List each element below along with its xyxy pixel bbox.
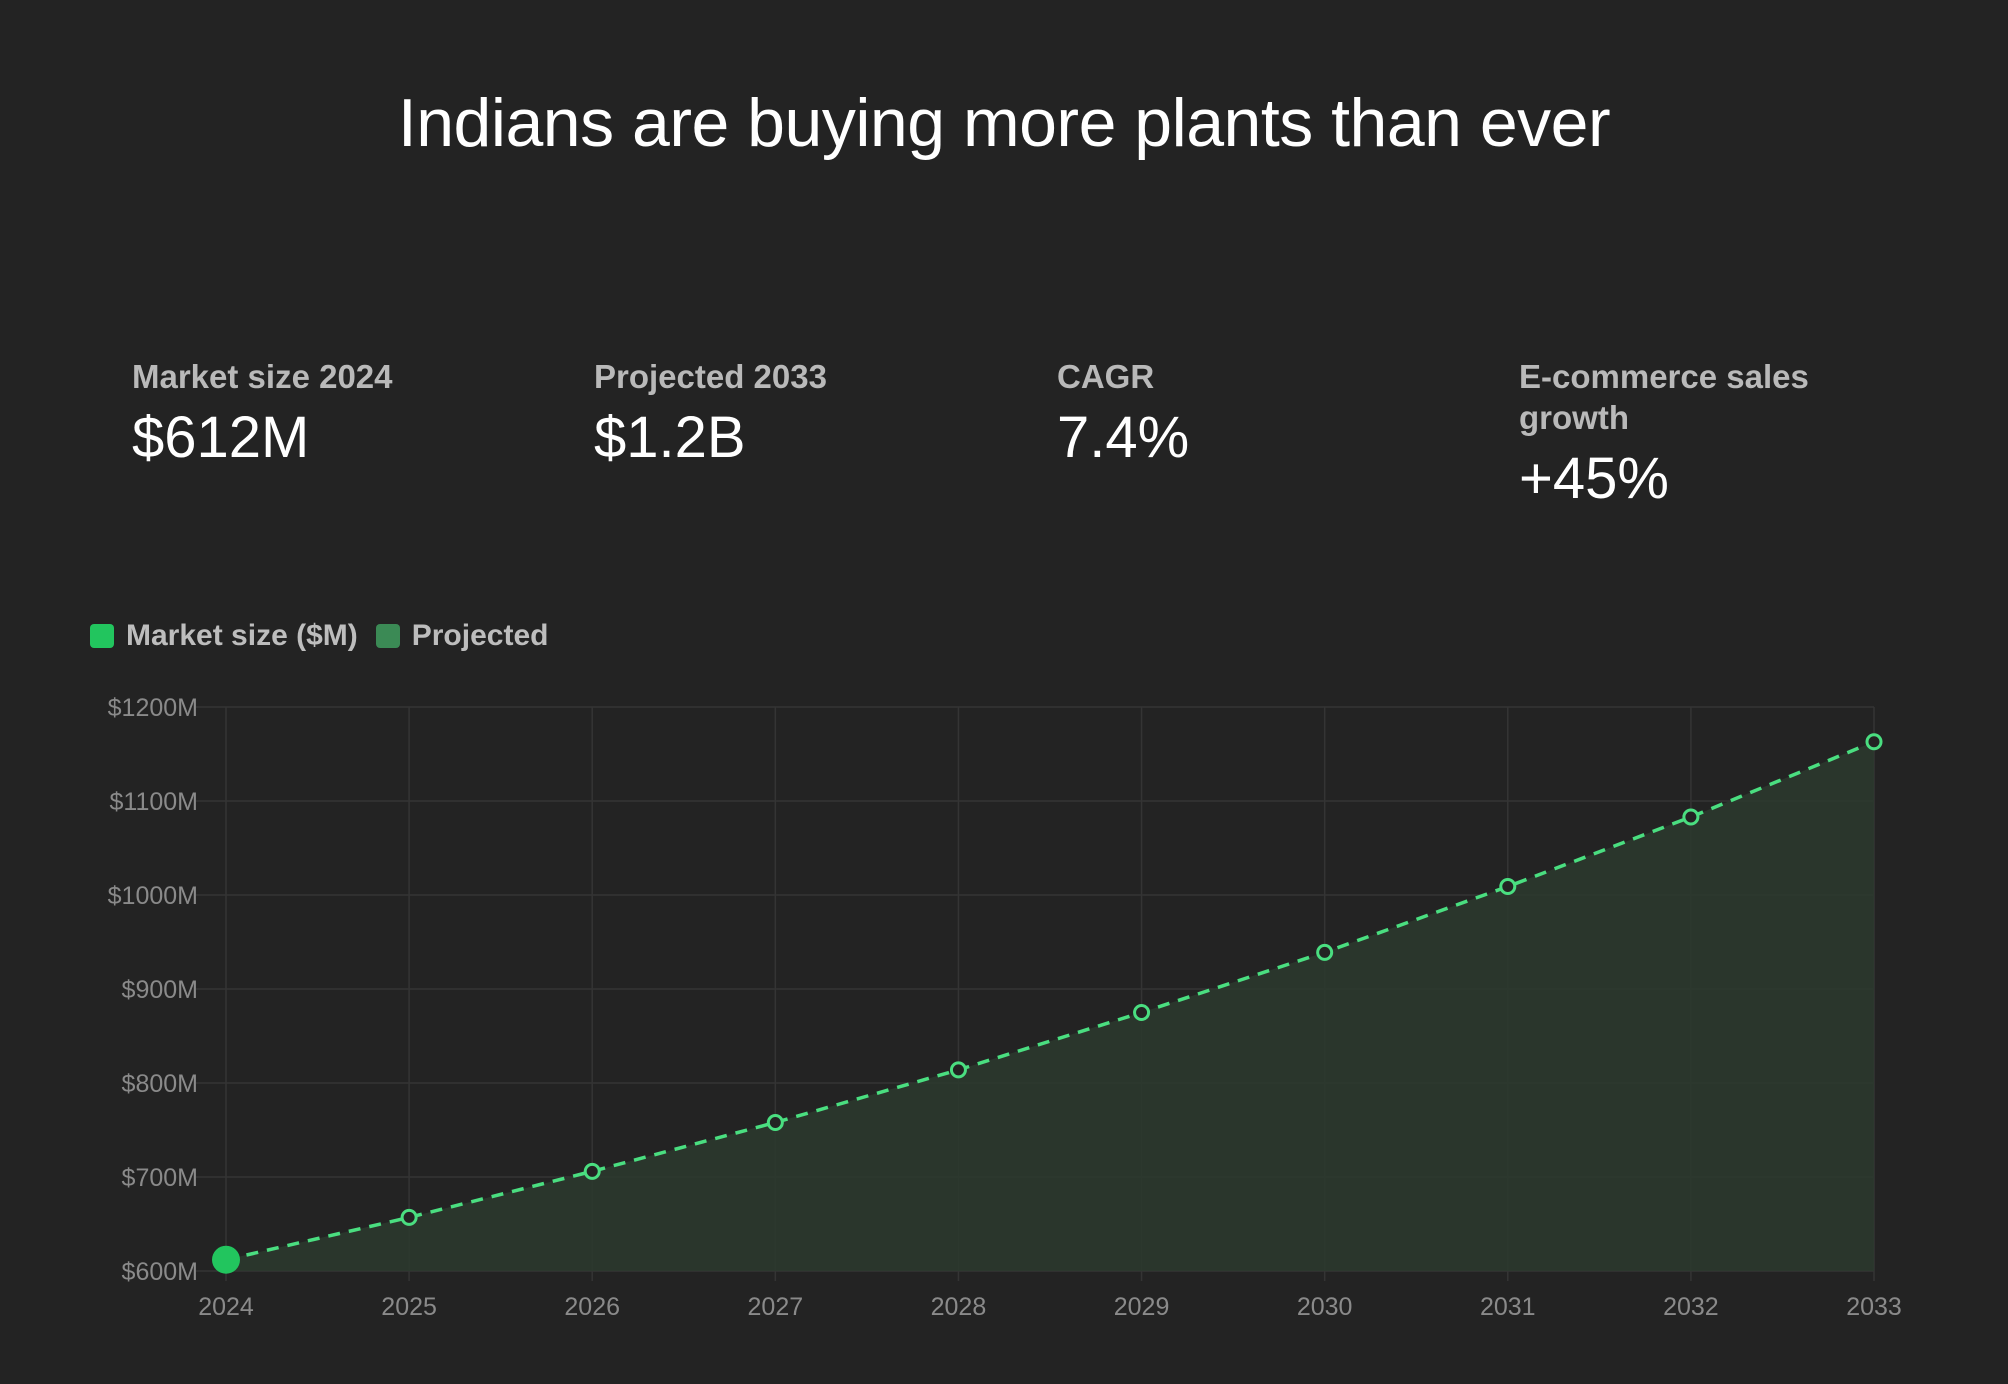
legend-swatch-icon [375, 624, 400, 648]
stat-cagr: CAGR 7.4% [1057, 356, 1397, 475]
page-title: Indians are buying more plants than ever [397, 85, 1611, 161]
legend-label: Market size ($M) [126, 619, 358, 652]
projected-data-point [1499, 878, 1517, 896]
x-tick-label: 2029 [1114, 1293, 1170, 1321]
x-tick-label: 2031 [1480, 1293, 1536, 1321]
stat-value: $1.2B [594, 405, 746, 470]
stat-label: CAGR [1057, 358, 1155, 395]
y-tick-label: $800M [122, 1070, 198, 1098]
y-tick-label: $1100M [110, 788, 199, 816]
stat-label: Market size 2024 [132, 358, 393, 395]
legend-label: Projected [411, 619, 549, 652]
projected-data-point [766, 1113, 784, 1131]
x-tick-label: 2028 [931, 1293, 987, 1321]
market-size-line-chart: $600M $700M $800M $900M $1000M $1100M $1200M 20… [108, 694, 1902, 1321]
projected-data-point [1682, 808, 1700, 826]
stats-row: Market size 2024 $612M Projected 2033 $1… [132, 356, 1922, 526]
x-tick-label: 2033 [1846, 1293, 1902, 1321]
x-tick-label: 2026 [564, 1293, 620, 1321]
projected-data-point [1316, 943, 1334, 961]
projected-data-point [400, 1208, 418, 1226]
x-tick-label: 2032 [1663, 1293, 1719, 1321]
actual-data-point [212, 1245, 240, 1274]
stat-ecommerce-growth: E-commerce sales growth +45% [1519, 356, 1839, 516]
stat-label: E-commerce sales growth [1519, 358, 1809, 436]
stat-value: $612M [132, 405, 310, 470]
projected-data-point [1865, 733, 1883, 751]
stat-market-size-2024: Market size 2024 $612M [132, 356, 472, 475]
chart-legend: Market size ($M) Projected [90, 614, 566, 658]
x-tick-label: 2025 [381, 1293, 437, 1321]
legend-item-projected[interactable]: Projected [375, 619, 549, 653]
stat-value: 7.4% [1057, 405, 1190, 470]
projected-data-point [583, 1162, 601, 1180]
stat-projected-2033: Projected 2033 $1.2B [594, 356, 934, 475]
y-tick-label: $1200M [108, 694, 198, 722]
y-tick-label: $600M [122, 1258, 198, 1286]
stat-label: Projected 2033 [594, 358, 827, 395]
projected-data-point [949, 1061, 967, 1079]
legend-item-market-size[interactable]: Market size ($M) [90, 619, 358, 653]
x-tick-label: 2030 [1297, 1293, 1353, 1321]
x-tick-label: 2024 [198, 1293, 254, 1321]
projected-data-point [1133, 1004, 1151, 1021]
projected-area [226, 741, 1874, 1271]
x-tick-label: 2027 [748, 1293, 804, 1321]
legend-swatch-icon [90, 624, 114, 648]
projected-series-line [225, 740, 1875, 1262]
y-tick-label: $700M [122, 1164, 198, 1192]
y-tick-label: $900M [122, 976, 198, 1004]
y-tick-label: $1000M [108, 882, 198, 910]
stat-value: +45% [1519, 446, 1669, 511]
